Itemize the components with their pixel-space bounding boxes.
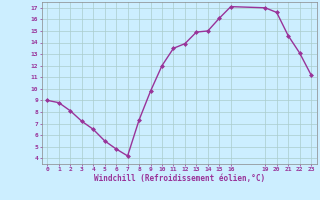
X-axis label: Windchill (Refroidissement éolien,°C): Windchill (Refroidissement éolien,°C) <box>94 174 265 183</box>
